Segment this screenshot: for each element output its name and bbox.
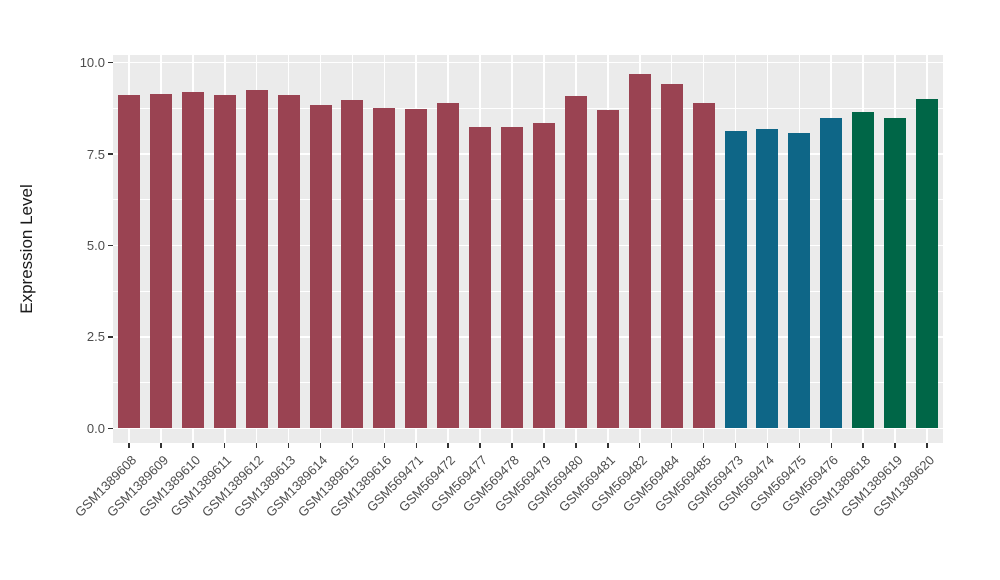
x-tick-mark bbox=[351, 443, 354, 448]
y-tick-mark bbox=[108, 336, 113, 338]
x-tick-mark bbox=[638, 443, 641, 448]
x-tick-mark bbox=[383, 443, 386, 448]
y-axis-title: Expression Level bbox=[17, 184, 36, 314]
bar bbox=[596, 109, 619, 429]
bar bbox=[532, 122, 555, 429]
x-tick-mark bbox=[415, 443, 418, 448]
x-tick-mark bbox=[447, 443, 449, 448]
x-tick-mark bbox=[287, 443, 290, 448]
bar bbox=[181, 91, 204, 429]
bar bbox=[405, 109, 428, 429]
x-tick-mark bbox=[575, 443, 577, 448]
bar bbox=[469, 126, 492, 429]
x-tick-mark bbox=[766, 443, 769, 448]
bar bbox=[373, 108, 396, 429]
x-tick-mark bbox=[223, 443, 226, 448]
gridline-minor bbox=[113, 382, 943, 384]
x-tick-mark bbox=[319, 443, 322, 448]
bar bbox=[213, 95, 236, 429]
x-tick-mark bbox=[894, 443, 896, 448]
gridline-minor bbox=[113, 107, 943, 109]
y-tick-label: 0.0 bbox=[86, 420, 105, 436]
bar bbox=[341, 99, 364, 429]
gridline-minor bbox=[113, 199, 943, 201]
bar bbox=[628, 74, 651, 429]
bar bbox=[277, 94, 300, 429]
y-tick-label: 7.5 bbox=[86, 146, 105, 162]
gridline-major bbox=[113, 244, 943, 247]
gridline-minor bbox=[113, 290, 943, 292]
bar bbox=[884, 117, 907, 429]
bar bbox=[916, 99, 939, 429]
bar bbox=[692, 103, 715, 429]
bar bbox=[149, 94, 172, 429]
bar bbox=[788, 133, 811, 429]
y-tick-label: 5.0 bbox=[86, 238, 105, 253]
x-tick-mark bbox=[926, 443, 928, 448]
gridline-major bbox=[113, 427, 943, 430]
x-tick-mark bbox=[798, 443, 801, 448]
bar bbox=[564, 95, 587, 429]
plot-panel bbox=[113, 55, 943, 443]
x-tick-mark bbox=[128, 443, 130, 448]
x-tick-mark bbox=[160, 443, 162, 448]
y-tick-mark bbox=[108, 61, 113, 64]
y-tick-mark bbox=[108, 153, 113, 155]
gridline-major bbox=[113, 153, 943, 155]
bar bbox=[245, 90, 268, 429]
x-tick-mark bbox=[830, 443, 833, 448]
gridline-major bbox=[113, 61, 943, 64]
x-tick-mark bbox=[511, 443, 513, 448]
bar bbox=[660, 84, 683, 429]
x-tick-mark bbox=[734, 443, 737, 448]
y-tick-mark bbox=[108, 427, 113, 430]
bar bbox=[117, 94, 140, 429]
x-tick-mark bbox=[255, 443, 258, 448]
bar bbox=[756, 129, 779, 429]
x-tick-mark bbox=[479, 443, 481, 448]
x-tick-mark bbox=[862, 443, 864, 448]
x-tick-mark bbox=[607, 443, 609, 448]
y-tick-label: 2.5 bbox=[86, 329, 105, 345]
bar bbox=[437, 102, 460, 429]
bar bbox=[309, 105, 332, 429]
y-tick-mark bbox=[108, 244, 113, 247]
y-tick-label: 10.0 bbox=[79, 55, 105, 71]
bar bbox=[820, 118, 843, 429]
x-tick-mark bbox=[543, 443, 545, 448]
gridline-major bbox=[113, 336, 943, 338]
bar bbox=[852, 112, 875, 429]
bar bbox=[501, 126, 524, 429]
x-tick-mark bbox=[192, 443, 194, 448]
x-tick-mark bbox=[670, 443, 673, 448]
bar bbox=[724, 131, 747, 429]
x-tick-mark bbox=[702, 443, 705, 448]
